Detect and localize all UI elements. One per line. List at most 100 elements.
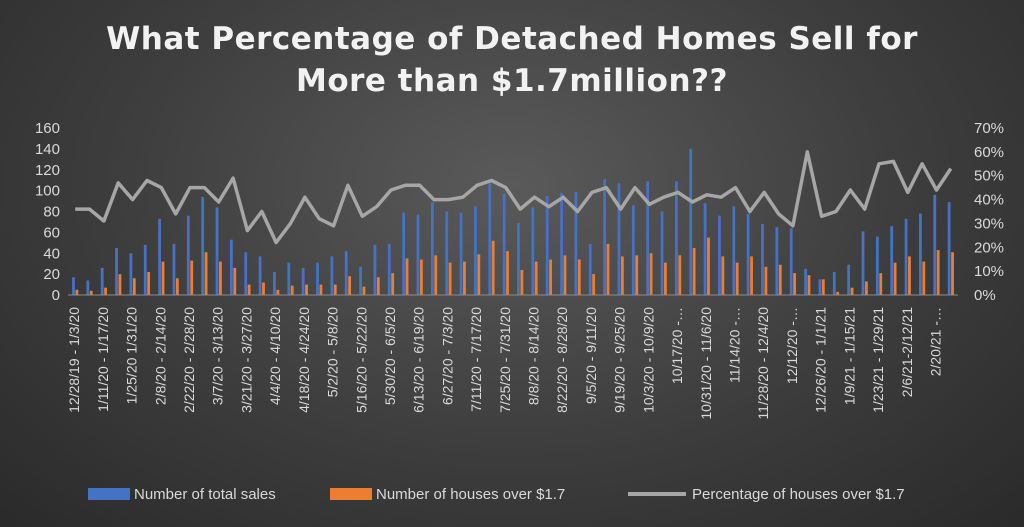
bar-over-1-7 (175, 278, 179, 295)
y-right-tick-label: 30% (974, 215, 1004, 232)
x-tick-label: 2/20/21 -… (927, 307, 943, 376)
legend-percentage-label: Percentage of houses over $1.7 (692, 486, 905, 503)
x-tick-label: 12/28/19 - 1/3/20 (66, 307, 82, 413)
x-tick-label: 8/8/20 - 8/14/20 (526, 307, 542, 405)
bar-over-1-7 (635, 255, 639, 295)
bar-over-1-7 (448, 262, 452, 295)
bar-over-1-7 (75, 289, 79, 295)
bar-total-sales (775, 227, 779, 295)
x-tick-label: 7/11/20 - 7/17/20 (468, 307, 484, 412)
bar-over-1-7 (879, 273, 883, 295)
bar-total-sales (560, 192, 563, 295)
bar-total-sales (100, 267, 104, 295)
bar-over-1-7 (491, 240, 495, 295)
bar-total-sales (215, 207, 219, 295)
y-axis-left: 0 20 40 60 80 100 120 140 160 (35, 120, 60, 304)
bar-total-sales (517, 222, 520, 295)
bar-total-sales (603, 179, 607, 295)
y-right-tick-label: 20% (974, 239, 1004, 256)
bar-over-1-7 (477, 254, 481, 295)
bar-over-1-7 (951, 252, 954, 295)
y-left-tick-label: 60 (43, 224, 60, 241)
bar-total-sales (732, 206, 736, 295)
legend-total-sales-label: Number of total sales (134, 486, 276, 503)
legend-over-1-7-label: Number of houses over $1.7 (376, 486, 565, 503)
bar-total-sales (430, 202, 434, 295)
bar-total-sales (316, 262, 319, 295)
bar-total-sales (402, 212, 406, 295)
x-tick-label: 7/25/20 - 7/31/20 (497, 307, 513, 413)
bar-total-sales (545, 195, 549, 295)
legend-over-1-7-swatch (330, 488, 372, 500)
bar-over-1-7 (219, 261, 222, 295)
y-left-tick-label: 20 (43, 266, 60, 283)
y-left-tick-label: 140 (35, 141, 60, 158)
bar-over-1-7 (620, 256, 624, 295)
bar-total-sales (588, 243, 592, 295)
bar-total-sales (746, 213, 750, 295)
legend-total-sales-swatch (88, 488, 130, 500)
bar-over-1-7 (391, 273, 395, 295)
bar-over-1-7 (592, 274, 596, 295)
bar-total-sales (502, 193, 506, 295)
bar-total-sales (646, 181, 650, 295)
bar-total-sales (115, 248, 118, 295)
bar-total-sales (674, 181, 678, 295)
bar-over-1-7 (735, 262, 739, 295)
bar-over-1-7 (276, 289, 280, 295)
bar-over-1-7 (319, 284, 323, 295)
y-left-tick-label: 120 (35, 162, 60, 179)
bar-total-sales (474, 206, 477, 295)
x-tick-label: 1/11/20 - 1/17/20 (95, 307, 111, 412)
bar-over-1-7 (419, 259, 423, 295)
bar-over-1-7 (506, 251, 509, 295)
bar-total-sales (72, 277, 75, 295)
x-tick-label: 4/18/20 - 4/24/20 (296, 307, 312, 413)
bar-total-sales (531, 207, 535, 295)
bar-total-sales (143, 244, 147, 295)
y-axis-right: 0% 10% 20% 30% 40% 50% 60% 70% (974, 120, 1004, 304)
bar-over-1-7 (405, 258, 409, 295)
bar-total-sales (904, 218, 908, 295)
bar-total-sales (919, 213, 922, 295)
bar-over-1-7 (678, 255, 682, 295)
bar-total-sales (890, 226, 894, 295)
bar-over-1-7 (204, 252, 208, 295)
percentage-line (75, 150, 953, 245)
bar-total-sales (703, 203, 707, 295)
y-left-tick-label: 100 (35, 183, 60, 200)
bar-over-1-7 (333, 284, 337, 295)
bar-total-sales (158, 218, 162, 295)
x-tick-label: 3/7/20 - 3/13/20 (210, 307, 226, 405)
bar-over-1-7 (936, 250, 940, 295)
chart-title-line-2: More than $1.7million?? (295, 63, 729, 99)
bar-total-sales (244, 252, 248, 295)
x-tick-label: 1/23/21 - 1/29/21 (870, 307, 886, 413)
bar-total-sales (718, 215, 721, 295)
bar-total-sales (359, 266, 362, 295)
bar-total-sales (947, 202, 951, 295)
x-axis: 12/28/19 - 1/3/20 1/11/20 - 1/17/20 1/25/2… (66, 294, 958, 420)
bar-over-1-7 (89, 290, 93, 295)
x-tick-label: 4/4/20 - 4/10/20 (267, 307, 283, 405)
bar-over-1-7 (305, 284, 308, 295)
y-right-tick-label: 70% (974, 120, 1004, 137)
x-tick-label: 8/22/20 - 8/28/20 (554, 307, 570, 413)
bar-total-sales (344, 251, 348, 295)
x-tick-label: 11/28/20 - 12/4/20 (755, 307, 771, 420)
bar-total-sales (229, 239, 233, 295)
bar-over-1-7 (836, 291, 840, 295)
y-left-tick-label: 40 (43, 245, 60, 262)
bar-over-1-7 (132, 278, 136, 295)
chart-title-line-1: What Percentage of Detached Homes Sell f… (106, 21, 918, 57)
bar-over-1-7 (764, 266, 768, 295)
x-tick-label: 9/19/20 - 9/25/20 (612, 307, 628, 413)
y-right-tick-label: 0% (974, 287, 996, 304)
bar-over-1-7 (778, 264, 782, 295)
bar-over-1-7 (850, 287, 854, 295)
bar-total-sales (258, 256, 262, 295)
bar-total-sales (875, 236, 879, 295)
bar-total-sales (617, 183, 621, 295)
bar-over-1-7 (290, 285, 294, 295)
